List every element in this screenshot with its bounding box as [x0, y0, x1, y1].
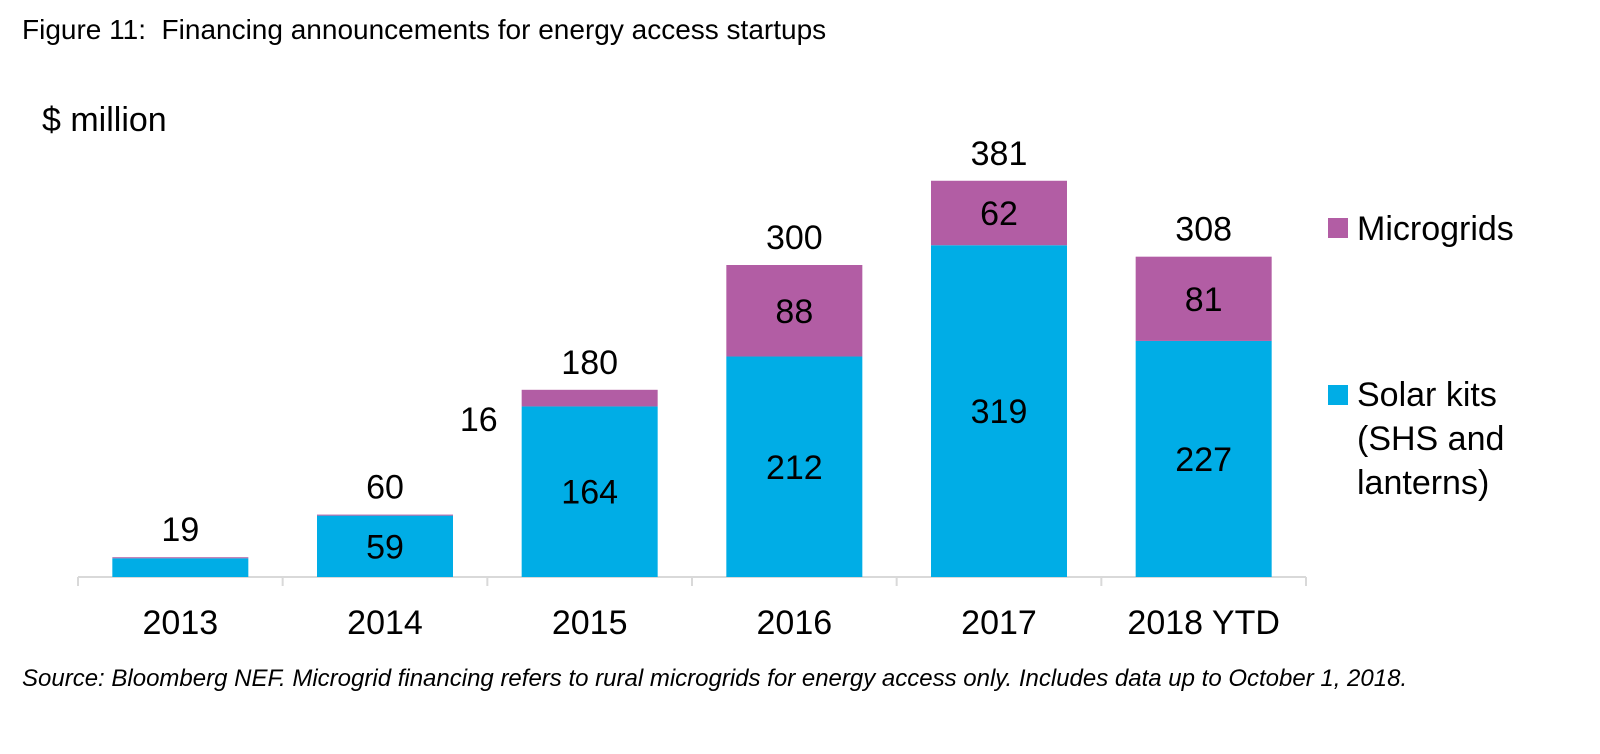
x-tick-label: 2013	[143, 604, 219, 642]
x-tick-label: 2016	[757, 604, 833, 642]
x-tick-label: 2018 YTD	[1127, 604, 1279, 642]
bar-segment-solar-kits	[1135, 340, 1272, 577]
x-tick-label: 2015	[552, 604, 628, 642]
data-label-solar-kits: 164	[561, 474, 618, 512]
data-label-total: 60	[366, 469, 404, 507]
bar-segment-microgrids	[931, 180, 1067, 246]
legend-swatch-microgrids	[1328, 218, 1348, 238]
data-label-microgrids: 16	[460, 401, 498, 439]
source-note: Source: Bloomberg NEF. Microgrid financi…	[22, 665, 1408, 692]
data-label-total: 381	[971, 135, 1028, 173]
bar-segment-microgrids	[726, 265, 863, 357]
bar-segment-microgrids	[112, 557, 249, 559]
data-label-microgrids: 62	[980, 195, 1018, 233]
bar-segment-solar-kits	[726, 356, 863, 577]
data-label-solar-kits: 212	[766, 449, 823, 487]
x-tick-label: 2017	[961, 604, 1037, 642]
data-label-microgrids: 88	[775, 293, 813, 331]
bar-segment-microgrids	[521, 389, 658, 407]
data-label-total: 300	[766, 219, 823, 257]
y-axis-unit-label: $ million	[42, 101, 167, 139]
data-label-microgrids: 81	[1185, 281, 1223, 319]
bar-segment-solar-kits	[112, 558, 249, 577]
data-label-solar-kits: 227	[1175, 441, 1232, 479]
data-label-total: 308	[1175, 211, 1232, 249]
bar-segment-microgrids	[317, 514, 453, 516]
legend-label-microgrids: Microgrids	[1357, 210, 1514, 248]
figure-title: Figure 11: Financing announcements for e…	[22, 14, 827, 45]
bar-segment-solar-kits	[931, 245, 1067, 578]
data-label-solar-kits: 59	[366, 528, 404, 566]
legend-swatch-solar-kits	[1328, 385, 1348, 405]
bar-segment-microgrids	[1135, 256, 1272, 341]
bar-segment-solar-kits	[521, 406, 658, 577]
data-label-total: 19	[161, 511, 199, 549]
x-tick-label: 2014	[347, 604, 423, 642]
data-label-solar-kits: 319	[971, 393, 1028, 431]
data-label-total: 180	[561, 344, 618, 382]
bar-segment-solar-kits	[317, 515, 453, 577]
legend-label-solar-kits: Solar kits (SHS and lanterns)	[1357, 376, 1504, 502]
